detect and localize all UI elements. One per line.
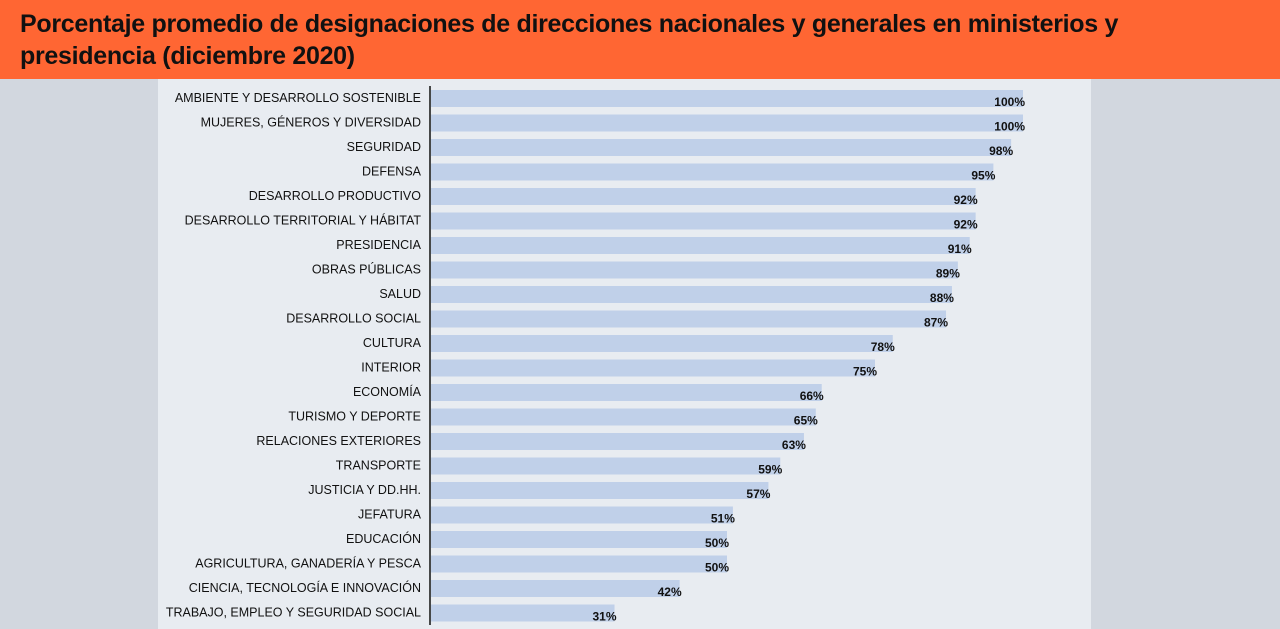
bar [431, 433, 804, 450]
value-label: 50% [705, 561, 729, 575]
bar [431, 114, 1023, 132]
bar [431, 457, 781, 475]
bar [431, 531, 727, 548]
bar [431, 139, 1012, 156]
bar [431, 604, 615, 622]
value-label: 88% [930, 291, 954, 305]
value-label: 75% [853, 365, 877, 379]
category-label: DESARROLLO SOCIAL [286, 312, 421, 326]
value-label: 66% [800, 389, 824, 403]
value-label: 92% [954, 193, 978, 207]
category-label: TRANSPORTE [336, 459, 421, 473]
value-label: 92% [954, 218, 978, 232]
value-label: 78% [871, 340, 895, 354]
category-label: AGRICULTURA, GANADERÍA Y PESCA [195, 556, 421, 571]
category-label: RELACIONES EXTERIORES [256, 434, 421, 448]
bar [431, 261, 958, 279]
bar [431, 335, 893, 352]
value-label: 89% [936, 267, 960, 281]
value-label: 100% [994, 120, 1025, 134]
value-label: 91% [948, 242, 972, 256]
bar [431, 555, 727, 573]
category-label: TRABAJO, EMPLEO Y SEGURIDAD SOCIAL [166, 606, 421, 620]
category-label: MUJERES, GÉNEROS Y DIVERSIDAD [201, 115, 421, 130]
category-label: PRESIDENCIA [336, 238, 421, 252]
category-label: DEFENSA [362, 165, 422, 179]
category-label: SEGURIDAD [347, 140, 421, 154]
category-label: CULTURA [363, 336, 422, 350]
category-label: SALUD [379, 287, 421, 301]
chart-header: Porcentaje promedio de designaciones de … [0, 0, 1280, 79]
category-label: INTERIOR [361, 361, 421, 375]
bar [431, 188, 976, 205]
category-label: TURISMO Y DEPORTE [288, 410, 421, 424]
bar [431, 506, 733, 524]
value-label: 50% [705, 536, 729, 550]
value-label: 31% [592, 610, 616, 624]
value-label: 63% [782, 438, 806, 452]
value-label: 100% [994, 95, 1025, 109]
bar [431, 384, 822, 401]
category-label: DESARROLLO TERRITORIAL Y HÁBITAT [185, 213, 422, 228]
bar [431, 237, 970, 254]
chart-title: Porcentaje promedio de designaciones de … [20, 10, 1119, 70]
value-label: 51% [711, 512, 735, 526]
bar [431, 310, 947, 328]
category-label: JUSTICIA Y DD.HH. [308, 483, 421, 497]
bar [431, 580, 680, 597]
bar [431, 482, 769, 499]
value-label: 59% [758, 463, 782, 477]
value-label: 65% [794, 414, 818, 428]
bar [431, 408, 816, 426]
bar [431, 359, 875, 377]
category-label: DESARROLLO PRODUCTIVO [249, 189, 422, 203]
category-label: ECONOMÍA [353, 384, 422, 399]
value-label: 57% [746, 487, 770, 501]
value-label: 98% [989, 144, 1013, 158]
value-label: 95% [971, 169, 995, 183]
value-label: 42% [658, 585, 682, 599]
bar [431, 212, 976, 230]
category-label: EDUCACIÓN [346, 531, 421, 546]
category-label: CIENCIA, TECNOLOGÍA E INNOVACIÓN [189, 580, 421, 595]
value-label: 87% [924, 316, 948, 330]
bar [431, 286, 952, 303]
category-label: OBRAS PÚBLICAS [312, 262, 421, 277]
category-label: JEFATURA [358, 508, 422, 522]
category-label: AMBIENTE Y DESARROLLO SOSTENIBLE [175, 91, 421, 105]
bar [431, 163, 994, 181]
bar [431, 90, 1023, 107]
